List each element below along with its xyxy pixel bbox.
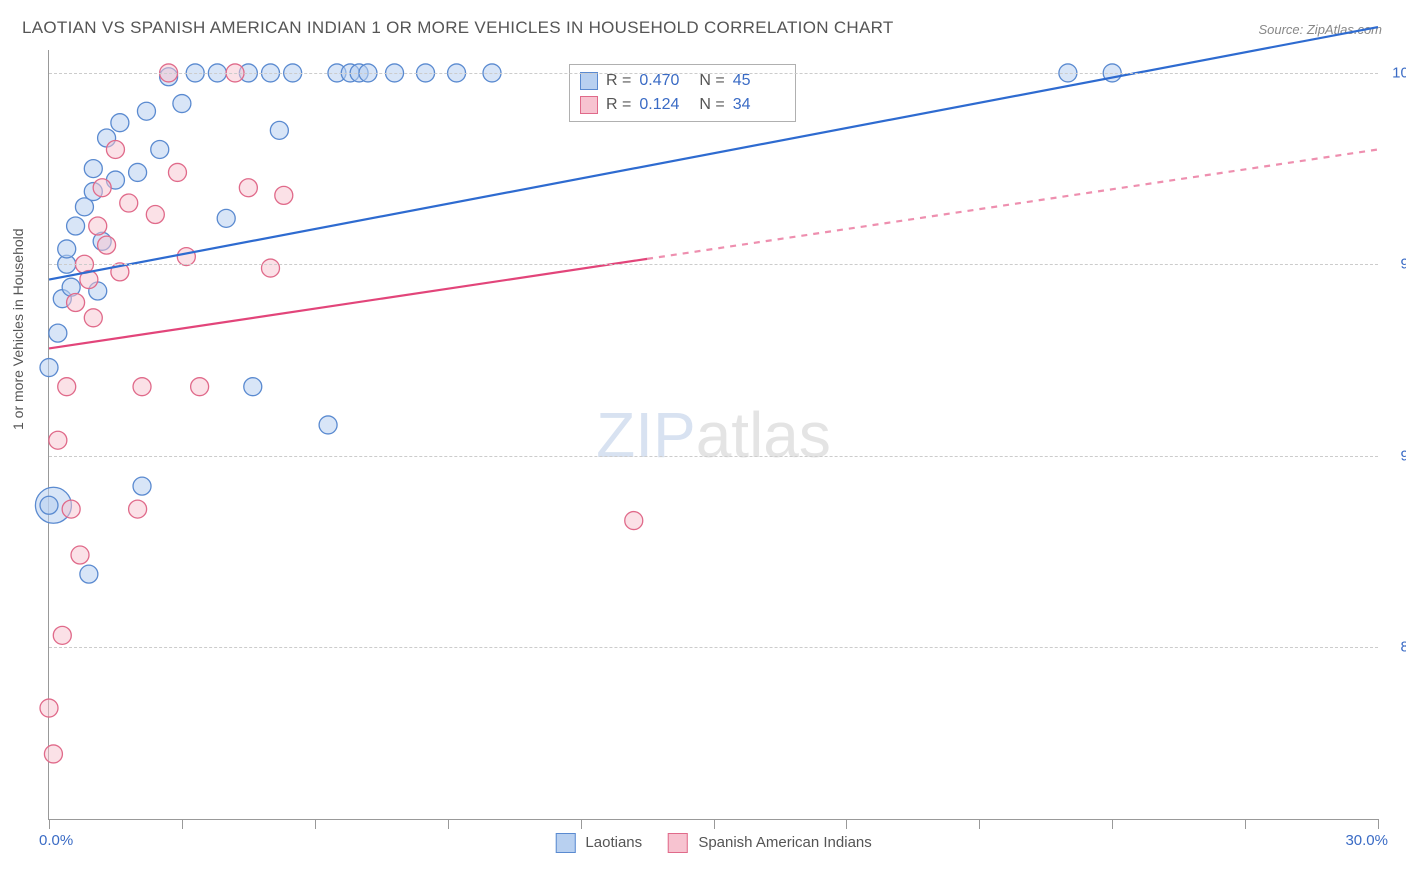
ytick-label: 85.0%	[1383, 638, 1406, 655]
legend-swatch-0	[555, 833, 575, 853]
xtick	[846, 819, 847, 829]
ytick-label: 100.0%	[1383, 64, 1406, 81]
stats-swatch-1	[580, 96, 598, 114]
xtick	[1112, 819, 1113, 829]
stats-r-val-1: 0.124	[639, 93, 691, 117]
stats-n-val-1: 34	[733, 93, 785, 117]
bottom-legend: Laotians Spanish American Indians	[555, 833, 872, 853]
legend-label-1: Spanish American Indians	[698, 834, 871, 851]
x-max-label: 30.0%	[1345, 832, 1388, 849]
stats-r-prefix-1: R =	[606, 93, 631, 117]
x-min-label: 0.0%	[39, 832, 73, 849]
ytick-label: 95.0%	[1383, 256, 1406, 273]
gridline-h	[49, 647, 1378, 648]
xtick	[49, 819, 50, 829]
stats-n-prefix-1: N =	[699, 93, 724, 117]
xtick	[182, 819, 183, 829]
chart-svg	[49, 50, 1378, 819]
legend-item-0: Laotians	[555, 833, 642, 853]
gridline-h	[49, 73, 1378, 74]
chart-title: LAOTIAN VS SPANISH AMERICAN INDIAN 1 OR …	[22, 18, 894, 38]
xtick	[315, 819, 316, 829]
legend-item-1: Spanish American Indians	[668, 833, 872, 853]
xtick	[979, 819, 980, 829]
stats-swatch-0	[580, 72, 598, 90]
xtick	[448, 819, 449, 829]
ytick-label: 90.0%	[1383, 447, 1406, 464]
plot-area: ZIPatlas R = 0.470 N = 45 R = 0.124 N = …	[48, 50, 1378, 820]
xtick	[581, 819, 582, 829]
legend-label-0: Laotians	[585, 834, 642, 851]
legend-swatch-1	[668, 833, 688, 853]
xtick	[1245, 819, 1246, 829]
xtick	[1378, 819, 1379, 829]
gridline-h	[49, 264, 1378, 265]
y-axis-label: 1 or more Vehicles in Household	[10, 228, 26, 430]
stats-row-1: R = 0.124 N = 34	[580, 93, 785, 117]
gridline-h	[49, 456, 1378, 457]
xtick	[714, 819, 715, 829]
